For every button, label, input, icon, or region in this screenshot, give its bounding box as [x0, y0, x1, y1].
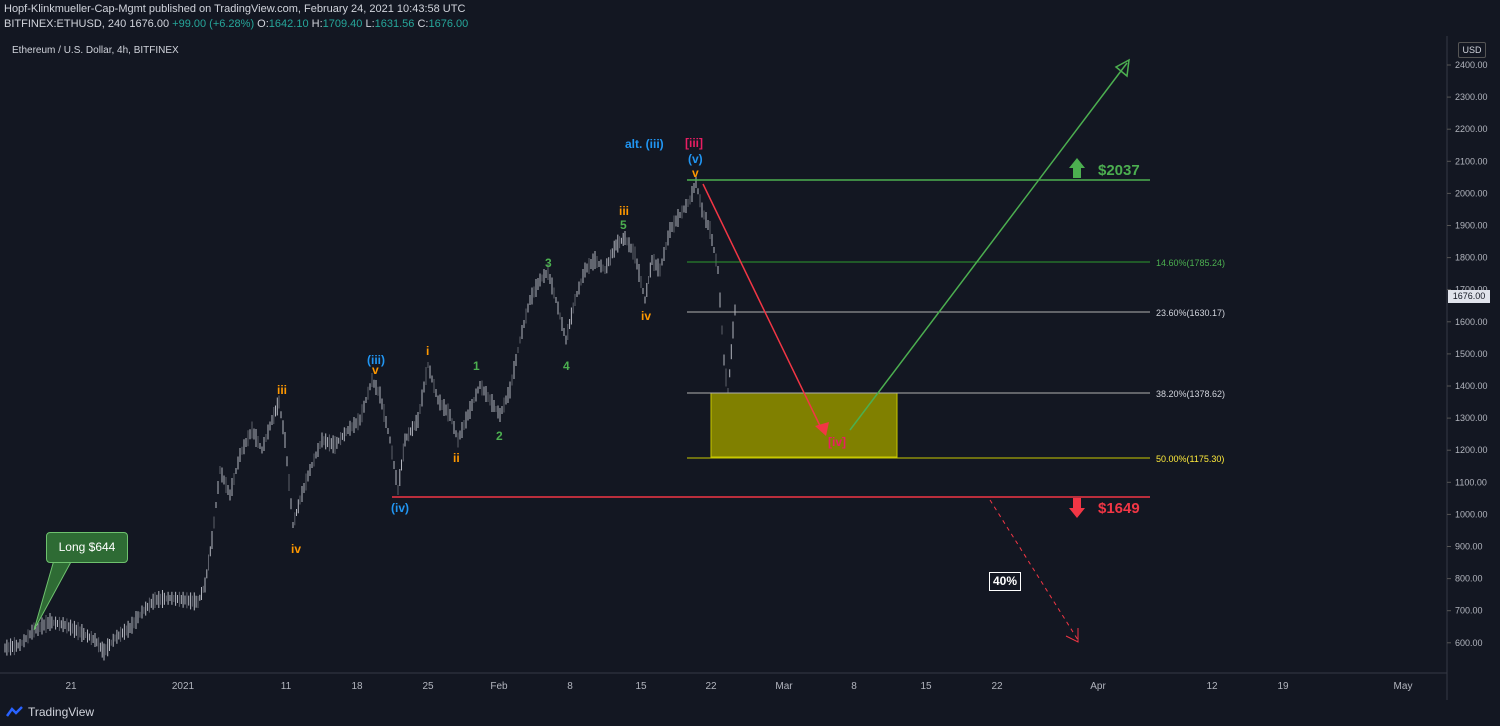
symbol: BITFINEX:ETHUSD, 240 [4, 18, 127, 30]
price-axis-label: 1100.00 [1455, 477, 1487, 487]
price-axis-label: 1200.00 [1455, 445, 1488, 455]
tradingview-logo[interactable]: TradingView [6, 705, 94, 719]
time-axis-label: 18 [351, 681, 363, 692]
price-axis-label: 800.00 [1455, 574, 1483, 584]
currency-button[interactable]: USD [1458, 42, 1486, 58]
wave-i-a: i [426, 344, 429, 358]
breakdown-dashed-arrow [989, 499, 1079, 641]
risk-percentage-label: 40% [989, 572, 1021, 591]
l-label: L: [365, 18, 375, 30]
up-arrow-icon [1069, 158, 1085, 178]
down-arrow-icon [1069, 498, 1085, 518]
fib-2360-label: 23.60%(1630.17) [1156, 308, 1225, 318]
long-callout-pointer [33, 559, 73, 631]
low-value: 1631.56 [374, 18, 415, 30]
time-axis-label: 21 [65, 681, 77, 692]
wave-v-b: v [692, 166, 699, 180]
price-axis-label: 700.00 [1455, 606, 1483, 616]
price-axis-label: 1600.00 [1455, 317, 1488, 327]
time-axis-label: Feb [490, 681, 508, 692]
wave-5: 5 [620, 218, 627, 232]
last-price: 1676.00 [129, 18, 170, 30]
long-callout: Long $644 [46, 532, 128, 563]
chart-title: Ethereum / U.S. Dollar, 4h, BITFINEX [12, 45, 179, 56]
wave-v-a: v [372, 363, 379, 377]
price-axis-label: 2400.00 [1455, 60, 1488, 70]
wave-2: 2 [496, 429, 503, 443]
time-axis-label: Apr [1090, 681, 1106, 692]
time-axis-label: 15 [635, 681, 647, 692]
down-arrowhead [815, 422, 829, 436]
tradingview-icon [6, 706, 23, 717]
price-axis-label: 2300.00 [1455, 92, 1488, 102]
time-axis-label: 22 [991, 681, 1003, 692]
wave-iv-b: iv [641, 309, 651, 323]
price-axis: 2400.00 2300.00 2200.00 2100.00 2000.00 1900.… [1447, 60, 1488, 648]
open-value: 1642.10 [268, 18, 309, 30]
current-price-tag: 1676.00 [1448, 290, 1490, 303]
price-axis-label: 1900.00 [1455, 221, 1488, 231]
price-axis-label: 1400.00 [1455, 381, 1488, 391]
time-axis-label: May [1394, 681, 1413, 692]
wave-iii-b: iii [619, 204, 629, 218]
target-zone [710, 392, 898, 458]
up-projection-arrow [849, 62, 1128, 431]
time-axis-label: 19 [1277, 681, 1289, 692]
target-down-label: $1649 [1098, 500, 1140, 517]
time-axis-label: 8 [567, 681, 573, 692]
time-axis: 21 2021 11 18 25 Feb 8 15 22 Mar 8 15 22 Apr 12 19 May [65, 681, 1412, 692]
fib-1460-label: 14.60%(1785.24) [1156, 258, 1225, 268]
breakdown-arrowhead [1065, 628, 1079, 643]
fib-5000-label: 50.00%(1175.30) [1156, 454, 1224, 464]
time-axis-label: Mar [775, 681, 793, 692]
price-axis-label: 1700.00 [1455, 285, 1488, 295]
down-projection-arrow [702, 183, 824, 433]
time-axis-label: 22 [705, 681, 717, 692]
change: +99.00 (+6.28%) [172, 18, 255, 30]
publish-info: Hopf-Klinkmueller-Cap-Mgmt published on … [4, 3, 466, 15]
o-label: O: [257, 18, 269, 30]
c-label: C: [417, 18, 429, 30]
wave-iv-a: iv [291, 542, 301, 556]
price-axis-label: 1500.00 [1455, 349, 1488, 359]
time-axis-label: 2021 [172, 681, 195, 692]
wave-iii-a: iii [277, 383, 287, 397]
wave-iii-blue: (iii) [367, 353, 385, 367]
candles [4, 176, 736, 661]
wave-alt-iii: alt. (iii) [625, 137, 664, 151]
target-up-label: $2037 [1098, 162, 1140, 179]
wave-ii-a: ii [453, 451, 460, 465]
wave-3: 3 [545, 256, 552, 270]
wave-1: 1 [473, 359, 480, 373]
price-axis-label: 1800.00 [1455, 253, 1488, 263]
high-value: 1709.40 [322, 18, 363, 30]
price-axis-label: 900.00 [1455, 542, 1483, 552]
wave-4: 4 [563, 359, 570, 373]
h-label: H: [311, 18, 323, 30]
time-axis-label: 11 [281, 681, 292, 692]
wave-iii-red: [iii] [685, 136, 703, 150]
time-axis-label: 8 [851, 681, 857, 692]
time-axis-label: 12 [1206, 681, 1218, 692]
symbol-ohlc-line: BITFINEX:ETHUSD, 240 1676.00 +99.00 (+6.… [4, 18, 468, 30]
up-arrowhead [1114, 58, 1130, 78]
time-axis-label: 25 [422, 681, 434, 692]
time-axis-label: 15 [920, 681, 932, 692]
wave-v-blue: (v) [688, 152, 703, 166]
wave-iv-blue: (iv) [391, 501, 409, 515]
price-axis-label: 1000.00 [1455, 509, 1488, 519]
fib-3820-label: 38.20%(1378.62) [1156, 389, 1225, 399]
wave-iv-red: [iv] [828, 435, 846, 449]
footer [0, 700, 1500, 726]
price-axis-label: 2000.00 [1455, 188, 1488, 198]
brand-label: TradingView [28, 705, 95, 719]
close-value: 1676.00 [428, 18, 469, 30]
price-axis-label: 2100.00 [1455, 156, 1488, 166]
price-axis-label: 600.00 [1455, 638, 1483, 648]
price-axis-label: 2200.00 [1455, 124, 1488, 134]
price-axis-label: 1300.00 [1455, 413, 1488, 423]
